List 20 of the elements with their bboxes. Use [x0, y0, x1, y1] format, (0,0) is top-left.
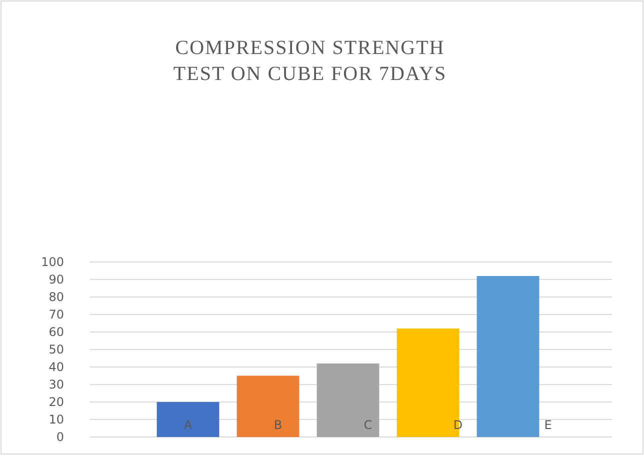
y-tick-label: 10	[48, 412, 64, 427]
y-tick-label: 20	[48, 395, 64, 410]
chart-title: COMPRESSION STRENGTH TEST ON CUBE FOR 7DAYS	[173, 37, 447, 85]
y-tick-label: 40	[48, 360, 64, 374]
x-tick-label: C	[364, 418, 372, 432]
x-tick-label: B	[274, 418, 282, 432]
y-tick-label: 90	[48, 272, 64, 287]
y-tick-label: 30	[48, 378, 64, 392]
y-tick-label: 50	[48, 342, 64, 357]
y-tick-label: 70	[48, 308, 64, 322]
bar	[476, 276, 540, 437]
y-tick-label: 80	[48, 290, 64, 304]
bar	[316, 364, 380, 437]
y-tick-label: 100	[41, 255, 64, 270]
y-tick-label: 60	[48, 325, 64, 340]
bar	[156, 402, 220, 437]
bar	[236, 376, 300, 437]
x-tick-label: A	[184, 418, 193, 432]
x-tick-label: E	[544, 418, 552, 432]
y-tick-label: 0	[56, 430, 64, 444]
